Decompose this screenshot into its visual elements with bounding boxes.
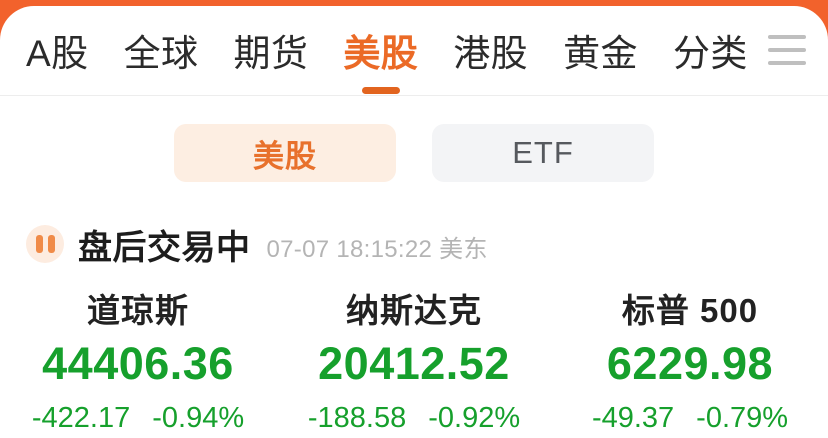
nav-tab-gold[interactable]: 黄金 xyxy=(563,29,638,72)
nav-tab-list: A股 全球 期货 美股 港股 黄金 分类 xyxy=(26,29,762,94)
nav-tab-label: 美股 xyxy=(343,33,419,74)
index-change-percent: -0.94% xyxy=(152,402,245,434)
segmented-control: 美股 ETF xyxy=(0,124,828,190)
segment-label: 美股 xyxy=(253,138,317,174)
index-name: 标普 500 xyxy=(621,292,759,329)
nav-tab-categories[interactable]: 分类 xyxy=(673,29,748,72)
nav-divider xyxy=(0,95,828,96)
index-change-row: -49.37 -0.79% xyxy=(592,404,788,433)
nav-tab-label: 分类 xyxy=(672,33,748,74)
market-status-timestamp: 07-07 18:15:22 美东 xyxy=(266,236,488,263)
index-summary-list: 道琼斯 44406.36 -422.17 -0.94% 纳斯达克 20412.5… xyxy=(0,294,828,433)
segment-etf[interactable]: ETF xyxy=(432,124,654,182)
nav-tab-futures[interactable]: 期货 xyxy=(233,29,308,72)
index-change-percent: -0.79% xyxy=(696,402,789,434)
pause-bar xyxy=(47,235,55,253)
segment-label: ETF xyxy=(512,135,574,170)
index-price: 44406.36 xyxy=(42,338,234,389)
hamburger-menu-icon[interactable] xyxy=(768,34,806,65)
index-change-absolute: -422.17 xyxy=(31,402,131,434)
index-change-absolute: -49.37 xyxy=(591,402,675,434)
nav-tab-label: 港股 xyxy=(453,33,529,74)
nav-tab-label: 期货 xyxy=(233,33,309,74)
hamburger-bar xyxy=(768,47,806,52)
index-card-dow-jones[interactable]: 道琼斯 44406.36 -422.17 -0.94% xyxy=(0,294,276,433)
index-card-nasdaq[interactable]: 纳斯达克 20412.52 -188.58 -0.92% xyxy=(276,294,552,433)
hamburger-bar xyxy=(768,34,806,39)
pause-bar xyxy=(35,235,43,253)
top-nav-bar: A股 全球 期货 美股 港股 黄金 分类 xyxy=(0,6,828,95)
segment-us-stocks[interactable]: 美股 xyxy=(174,124,396,182)
nav-tab-hk-stocks[interactable]: 港股 xyxy=(453,29,528,72)
market-status-label: 盘后交易中 xyxy=(78,228,251,267)
index-change-percent: -0.92% xyxy=(428,402,521,434)
index-card-sp500[interactable]: 标普 500 6229.98 -49.37 -0.79% xyxy=(552,294,828,433)
index-change-row: -188.58 -0.92% xyxy=(308,404,520,433)
nav-tab-global[interactable]: 全球 xyxy=(124,29,199,72)
pause-icon xyxy=(26,225,64,263)
index-price: 20412.52 xyxy=(318,338,510,389)
nav-tab-us-stocks[interactable]: 美股 xyxy=(343,29,419,94)
market-status-row: 盘后交易中 07-07 18:15:22 美东 xyxy=(26,220,488,268)
active-tab-underline xyxy=(361,87,400,94)
index-name: 道琼斯 xyxy=(87,292,189,329)
content-card: A股 全球 期货 美股 港股 黄金 分类 xyxy=(0,6,828,438)
nav-tab-label: A股 xyxy=(26,33,89,74)
nav-tab-label: 全球 xyxy=(123,33,199,74)
index-change-absolute: -188.58 xyxy=(307,402,407,434)
index-change-row: -422.17 -0.94% xyxy=(32,404,244,433)
nav-tab-label: 黄金 xyxy=(563,33,639,74)
hamburger-bar xyxy=(768,60,806,65)
index-price: 6229.98 xyxy=(606,338,774,389)
nav-tab-a-shares[interactable]: A股 xyxy=(26,29,89,72)
index-name: 纳斯达克 xyxy=(346,292,482,329)
